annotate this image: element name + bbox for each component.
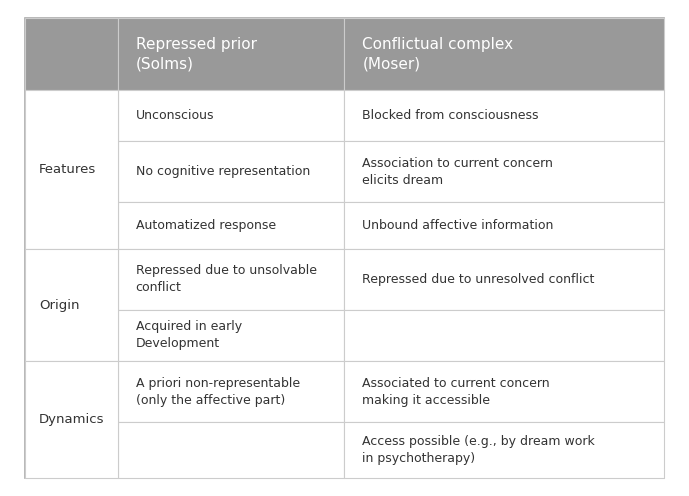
Bar — [118, 310, 344, 361]
Text: Association to current concern
elicits dream: Association to current concern elicits d… — [362, 157, 553, 187]
Text: Origin: Origin — [39, 299, 79, 311]
Bar — [118, 249, 344, 310]
Bar — [25, 361, 118, 478]
Bar — [118, 422, 344, 478]
Bar — [344, 18, 664, 90]
Text: Conflictual complex
(Moser): Conflictual complex (Moser) — [362, 37, 513, 71]
Bar — [344, 202, 664, 249]
Text: Repressed due to unresolved conflict: Repressed due to unresolved conflict — [362, 273, 595, 286]
Bar — [344, 310, 664, 361]
Bar — [25, 18, 118, 90]
Text: No cognitive representation: No cognitive representation — [136, 165, 310, 178]
Text: Blocked from consciousness: Blocked from consciousness — [362, 109, 539, 122]
Bar — [344, 90, 664, 141]
Bar — [25, 90, 118, 249]
Text: Access possible (e.g., by dream work
in psychotherapy): Access possible (e.g., by dream work in … — [362, 435, 595, 465]
Bar — [25, 249, 118, 361]
Text: Dynamics: Dynamics — [39, 413, 105, 426]
Text: Associated to current concern
making it accessible: Associated to current concern making it … — [362, 376, 550, 407]
Text: Unbound affective information: Unbound affective information — [362, 219, 554, 232]
Bar — [344, 141, 664, 202]
Text: Unconscious: Unconscious — [136, 109, 214, 122]
Text: Repressed prior
(Solms): Repressed prior (Solms) — [136, 37, 257, 71]
Bar — [118, 90, 344, 141]
Bar — [344, 361, 664, 422]
Text: Acquired in early
Development: Acquired in early Development — [136, 320, 242, 350]
Bar — [118, 18, 344, 90]
Bar — [118, 361, 344, 422]
Bar — [344, 422, 664, 478]
Bar — [118, 202, 344, 249]
Text: Automatized response: Automatized response — [136, 219, 276, 232]
Text: Repressed due to unsolvable
conflict: Repressed due to unsolvable conflict — [136, 264, 317, 294]
Text: Features: Features — [39, 163, 96, 176]
Bar — [118, 141, 344, 202]
Bar — [344, 249, 664, 310]
Text: A priori non-representable
(only the affective part): A priori non-representable (only the aff… — [136, 376, 300, 407]
